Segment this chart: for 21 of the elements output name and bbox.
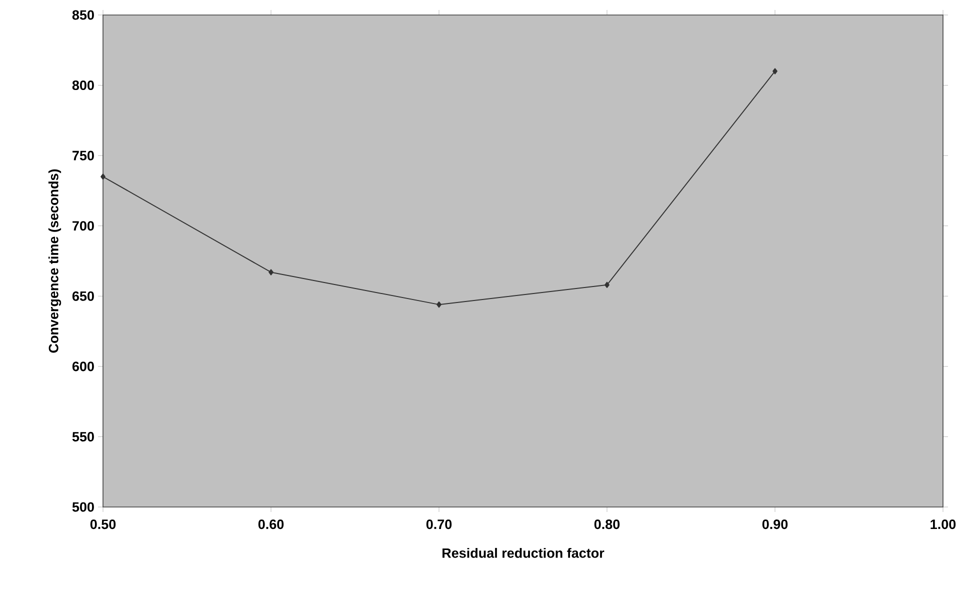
- y-tick-label: 700: [72, 221, 94, 231]
- point: [772, 68, 778, 74]
- y-tick-label: 550: [72, 432, 94, 442]
- x-tick-label: 0.50: [90, 520, 116, 530]
- point: [436, 301, 442, 308]
- y-tick-label: 500: [72, 502, 94, 512]
- x-tick-label: 1.00: [930, 520, 956, 530]
- point: [100, 174, 106, 180]
- point: [268, 269, 274, 276]
- y-axis-title: Convergence time (seconds): [48, 169, 62, 353]
- x-tick-label: 0.80: [594, 520, 620, 530]
- x-tick-label: 0.70: [426, 520, 452, 530]
- y-tick-label: 850: [72, 10, 94, 20]
- y-tick-label: 650: [72, 291, 94, 301]
- x-tick-label: 0.60: [258, 520, 284, 530]
- point: [604, 282, 610, 288]
- y-tick-label: 600: [72, 362, 94, 372]
- y-tick-label: 750: [72, 150, 94, 160]
- x-tick-label: 0.90: [762, 520, 788, 530]
- y-tick-label: 800: [72, 80, 94, 90]
- x-axis-title: Residual reduction factor: [442, 548, 604, 558]
